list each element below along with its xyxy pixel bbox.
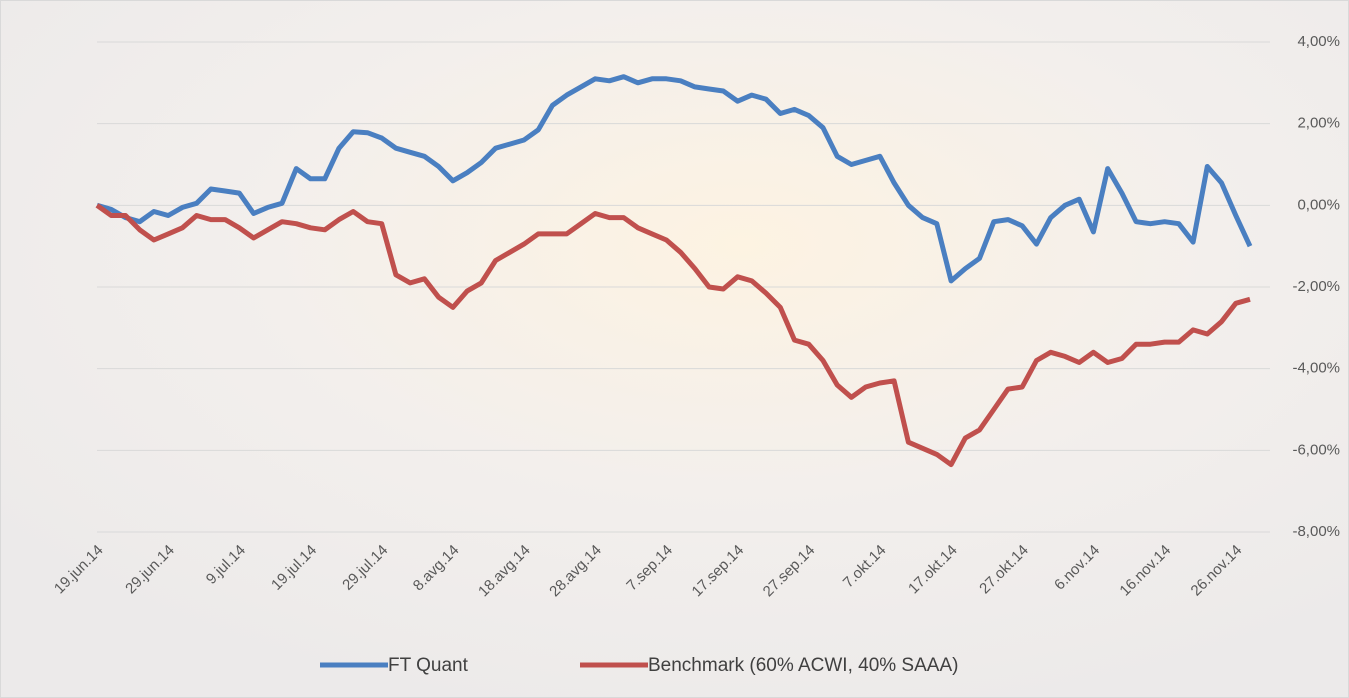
y-tick-label: 0,00%: [1297, 196, 1340, 213]
y-tick-label: -4,00%: [1292, 360, 1340, 377]
y-tick-label: -2,00%: [1292, 278, 1340, 295]
y-tick-label: 2,00%: [1297, 115, 1340, 132]
y-tick-label: -6,00%: [1292, 441, 1340, 458]
legend-label: Benchmark (60% ACWI, 40% SAAA): [648, 655, 958, 676]
y-tick-label: 4,00%: [1297, 33, 1340, 50]
legend-label: FT Quant: [388, 655, 469, 676]
chart-background: [1, 1, 1349, 698]
y-tick-label: -8,00%: [1292, 523, 1340, 540]
chart: -8,00%-6,00%-4,00%-2,00%0,00%2,00%4,00%1…: [0, 0, 1349, 698]
